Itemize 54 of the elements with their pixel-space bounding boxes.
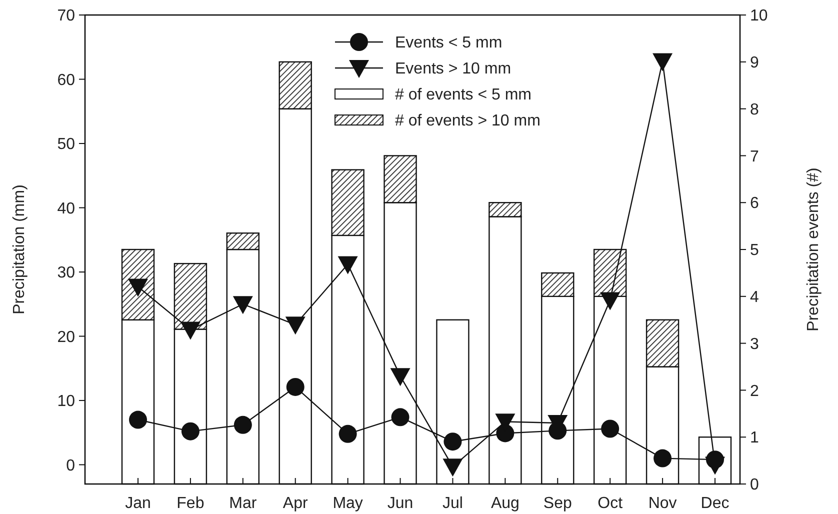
y-tick-label: 50 (57, 136, 76, 154)
point (391, 408, 410, 426)
y2-tick-label: 1 (750, 430, 759, 447)
y-tick-label: 60 (57, 72, 76, 89)
y2-tick-label: 9 (750, 54, 759, 72)
x-tick-label: Nov (648, 495, 677, 512)
x-tick-label: Oct (598, 495, 624, 512)
point (390, 368, 410, 386)
point (654, 449, 672, 468)
y2-tick-label: 10 (750, 8, 768, 25)
x-tick-label: Aug (490, 495, 520, 512)
point (442, 458, 463, 477)
point (180, 322, 200, 340)
point (601, 420, 620, 438)
y-axis-title: Precipitation (mm) (11, 184, 28, 314)
x-tick-label: Sep (543, 495, 572, 512)
x-tick-label: May (332, 495, 363, 512)
y2-tick-label: 2 (750, 382, 759, 400)
point (652, 53, 673, 72)
point (286, 378, 304, 396)
point (285, 316, 306, 335)
y-tick-label: 40 (57, 200, 76, 218)
point (338, 256, 358, 274)
y-tick-label: 70 (57, 8, 76, 25)
point (444, 432, 462, 451)
y-tick-label: 10 (57, 393, 76, 410)
y2-tick-label: 0 (750, 476, 759, 494)
legend-label: # of events < 5 mm (395, 86, 532, 104)
y-tick-label: 30 (57, 264, 76, 282)
point (234, 416, 252, 434)
legend-label: Events < 5 mm (395, 34, 502, 52)
x-tick-label: Jun (387, 495, 414, 512)
y2-tick-label: 8 (750, 101, 759, 118)
y2-tick-label: 4 (750, 289, 759, 306)
y2-tick-label: 6 (750, 195, 759, 212)
point (129, 410, 147, 429)
y2-axis-title: Precipitation events (#) (805, 168, 822, 332)
y2-tick-label: 7 (750, 148, 759, 166)
y-tick-label: 20 (57, 328, 76, 346)
x-tick-label: Feb (176, 495, 204, 512)
point (338, 424, 357, 443)
y2-tick-label: 3 (750, 336, 759, 353)
x-tick-label: Jan (125, 495, 151, 512)
point (181, 422, 200, 440)
y2-tick-label: 5 (750, 242, 759, 260)
y-tick-label: 0 (66, 457, 76, 474)
x-tick-label: Dec (700, 495, 730, 512)
legend-label: Events > 10 mm (395, 60, 512, 78)
legend-label: # of events > 10 mm (395, 112, 540, 130)
x-tick-label: Apr (282, 495, 308, 512)
point (600, 292, 620, 310)
x-tick-label: Jul (442, 495, 463, 512)
x-tick-label: Mar (229, 495, 258, 512)
point (232, 296, 253, 314)
